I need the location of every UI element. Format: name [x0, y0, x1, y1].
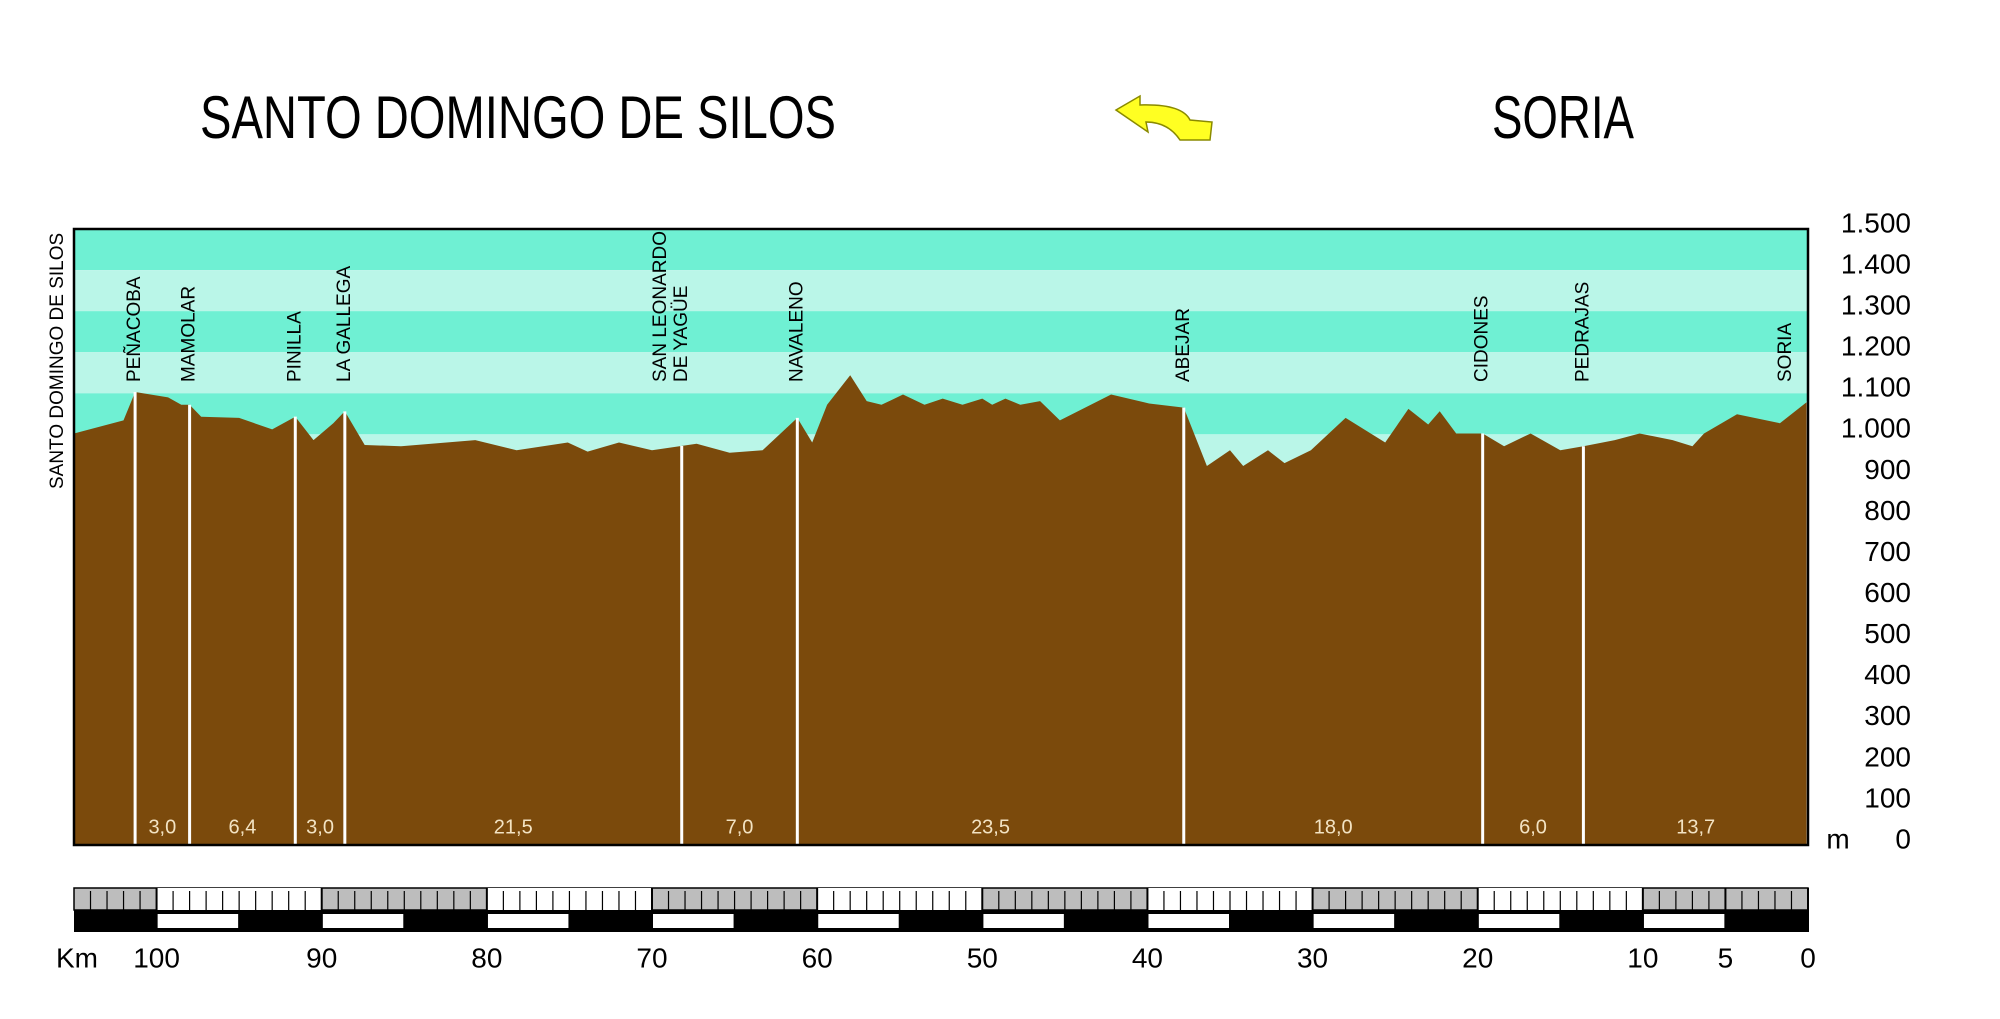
y-tick-label: 400	[1864, 659, 1911, 690]
town-label: LA GALLEGA	[334, 265, 355, 382]
x-tick-label: 10	[1627, 942, 1658, 973]
x-tick-label: 50	[967, 942, 998, 973]
stage-distance: 21,5	[494, 816, 533, 838]
y-tick-label: 700	[1864, 536, 1911, 567]
y-tick-label: 600	[1864, 577, 1911, 608]
x-tick-label: 30	[1297, 942, 1328, 973]
town-label: PEÑACOBA	[123, 276, 145, 382]
direction-arrow	[1114, 94, 1213, 141]
scale-bottom-block	[487, 914, 569, 928]
stage-distance: 6,0	[1519, 816, 1547, 838]
y-tick-label: 500	[1864, 618, 1911, 649]
y-tick-label: 300	[1864, 700, 1911, 731]
town-label: ABEJAR	[1173, 308, 1194, 382]
y-tick-label: 900	[1864, 454, 1911, 485]
x-tick-label: 100	[133, 942, 180, 973]
y-tick-label: 800	[1864, 495, 1911, 526]
scale-bottom-block	[818, 914, 899, 928]
scale-bottom-block	[983, 914, 1064, 928]
elevation-band	[74, 311, 1808, 353]
x-tick-label: 60	[802, 942, 833, 973]
elevation-area	[74, 375, 1808, 845]
stage-distance: 3,0	[306, 816, 334, 838]
scale-bottom-block	[1313, 914, 1395, 928]
town-label: MAMOLAR	[179, 286, 200, 382]
elevation-band	[74, 229, 1808, 271]
y-tick-label: 0	[1895, 823, 1911, 854]
scale-bottom-block	[322, 914, 404, 928]
x-tick-label: 5	[1718, 942, 1734, 973]
y-tick-label: 200	[1864, 741, 1911, 772]
stage-distance: 7,0	[726, 816, 754, 838]
title-left: SANTO DOMINGO DE SILOS	[200, 84, 836, 151]
stage-distance: 13,7	[1676, 816, 1715, 838]
y-axis-label: m	[1826, 823, 1849, 854]
scale-bottom-block	[1643, 914, 1725, 928]
scale-bottom-block	[1148, 914, 1229, 928]
y-tick-label: 100	[1864, 782, 1911, 813]
y-tick-label: 1.500	[1841, 207, 1911, 238]
title-right: SORIA	[1492, 84, 1634, 151]
x-tick-label: 90	[306, 942, 337, 973]
y-tick-label: 1.100	[1841, 372, 1911, 403]
stage-distance: 3,0	[148, 816, 176, 838]
y-tick-label: 1.400	[1841, 248, 1911, 279]
y-tick-label: 1.300	[1841, 290, 1911, 321]
stage-distance: 6,4	[229, 816, 257, 838]
town-label: PINILLA	[284, 311, 305, 382]
town-label: CIDONES	[1472, 295, 1493, 382]
plot-frame	[72, 227, 1810, 847]
start-label: SANTO DOMINGO DE SILOS	[47, 233, 68, 489]
y-tick-label: 1.200	[1841, 331, 1911, 362]
town-label: NAVALENO	[786, 281, 807, 382]
x-tick-label: 0	[1800, 942, 1816, 973]
stage-distance: 18,0	[1314, 816, 1353, 838]
x-axis-label: Km	[56, 942, 98, 973]
x-tick-label: 70	[636, 942, 667, 973]
x-tick-label: 80	[471, 942, 502, 973]
elevation-band	[74, 270, 1808, 312]
stage-distance: 23,5	[971, 816, 1010, 838]
plot: 01002003004005006007008009001.0001.1001.…	[56, 207, 1911, 973]
scale-bottom-block	[653, 914, 734, 928]
town-label: DE YAGÜE	[671, 286, 692, 382]
x-tick-label: 40	[1132, 942, 1163, 973]
x-tick-label: 20	[1462, 942, 1493, 973]
town-label: PEDRAJAS	[1572, 282, 1593, 382]
elevation-band	[74, 352, 1808, 394]
town-label: SORIA	[1775, 323, 1796, 382]
y-tick-label: 1.000	[1841, 413, 1911, 444]
scale-bottom-block	[157, 914, 239, 928]
town-label: SAN LEONARDO	[650, 231, 671, 382]
scale-bottom-block	[1478, 914, 1560, 928]
